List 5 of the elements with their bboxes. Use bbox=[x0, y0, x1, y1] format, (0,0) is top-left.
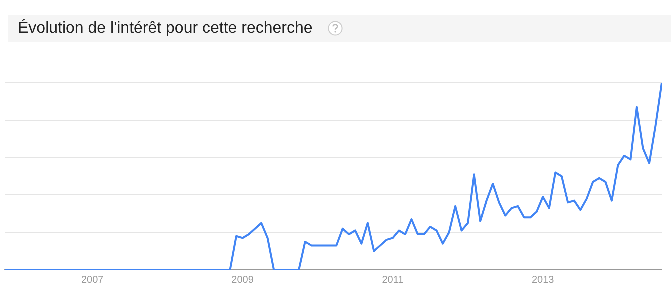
chart-title: Évolution de l'intérêt pour cette recherche bbox=[18, 20, 313, 38]
x-tick-label: 2013 bbox=[532, 274, 555, 286]
x-tick-label: 2007 bbox=[81, 274, 104, 286]
x-tick-label: 2011 bbox=[382, 274, 404, 286]
x-tick-label: 2009 bbox=[232, 274, 254, 286]
